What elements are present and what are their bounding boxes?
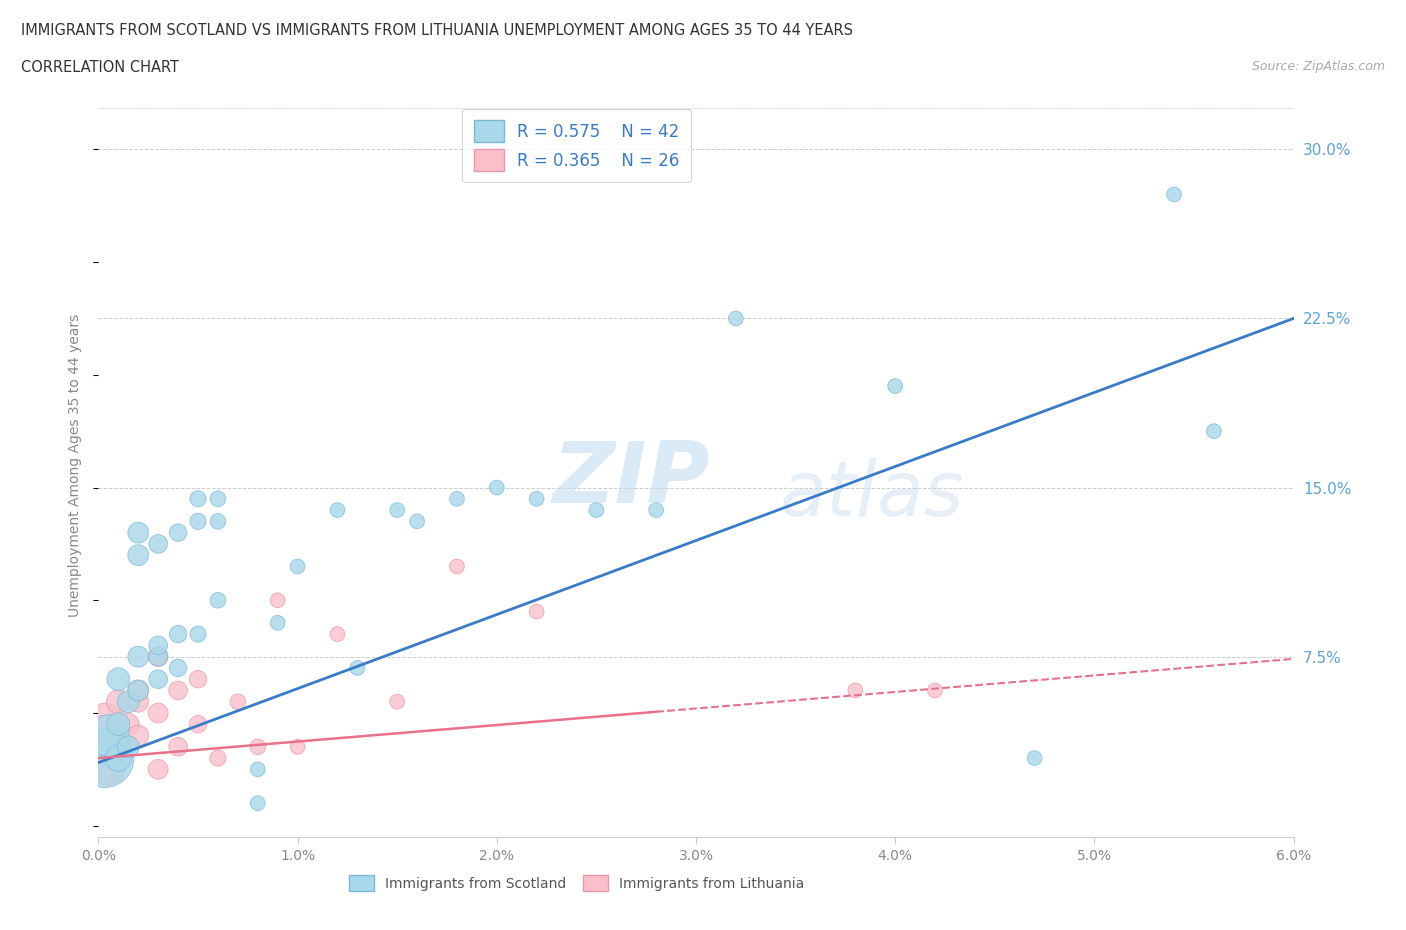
Point [526,604,548,619]
Point [406,514,429,529]
Point [287,739,309,754]
Point [93,751,115,765]
Point [207,514,229,529]
Point [93,717,115,732]
Point [246,739,269,754]
Point [167,660,190,675]
Point [446,559,468,574]
Point [127,728,149,743]
Point [127,683,149,698]
Y-axis label: Unemployment Among Ages 35 to 44 years: Unemployment Among Ages 35 to 44 years [69,313,83,617]
Point [1024,751,1046,765]
Point [326,627,349,642]
Point [207,592,229,607]
Point [187,514,209,529]
Point [167,739,190,754]
Point [107,717,129,732]
Point [187,671,209,686]
Point [148,762,170,777]
Text: ZIP: ZIP [553,438,710,522]
Point [148,649,170,664]
Point [326,502,349,517]
Point [127,525,149,540]
Point [1163,187,1185,202]
Text: atlas: atlas [779,458,965,532]
Point [1202,424,1225,439]
Point [267,616,290,631]
Point [446,491,468,506]
Point [117,717,139,732]
Point [117,695,139,710]
Point [97,728,120,743]
Point [187,491,209,506]
Point [117,739,139,754]
Point [148,706,170,721]
Point [107,671,129,686]
Point [287,559,309,574]
Point [148,649,170,664]
Point [585,502,607,517]
Point [884,379,907,393]
Point [724,311,747,325]
Point [148,638,170,653]
Point [485,480,508,495]
Point [167,683,190,698]
Text: Source: ZipAtlas.com: Source: ZipAtlas.com [1251,60,1385,73]
Point [924,683,946,698]
Point [645,502,668,517]
Legend: Immigrants from Scotland, Immigrants from Lithuania: Immigrants from Scotland, Immigrants fro… [343,870,810,897]
Point [167,525,190,540]
Point [107,751,129,765]
Point [148,671,170,686]
Point [207,751,229,765]
Point [148,537,170,551]
Point [127,683,149,698]
Point [107,739,129,754]
Point [187,627,209,642]
Text: IMMIGRANTS FROM SCOTLAND VS IMMIGRANTS FROM LITHUANIA UNEMPLOYMENT AMONG AGES 35: IMMIGRANTS FROM SCOTLAND VS IMMIGRANTS F… [21,23,853,38]
Point [246,796,269,811]
Point [844,683,866,698]
Point [127,548,149,563]
Point [226,695,249,710]
Point [167,627,190,642]
Point [526,491,548,506]
Point [246,762,269,777]
Point [207,491,229,506]
Point [346,660,368,675]
Point [127,695,149,710]
Point [267,592,290,607]
Point [107,695,129,710]
Point [187,717,209,732]
Point [97,762,120,777]
Point [385,695,409,710]
Point [127,649,149,664]
Text: CORRELATION CHART: CORRELATION CHART [21,60,179,75]
Point [385,502,409,517]
